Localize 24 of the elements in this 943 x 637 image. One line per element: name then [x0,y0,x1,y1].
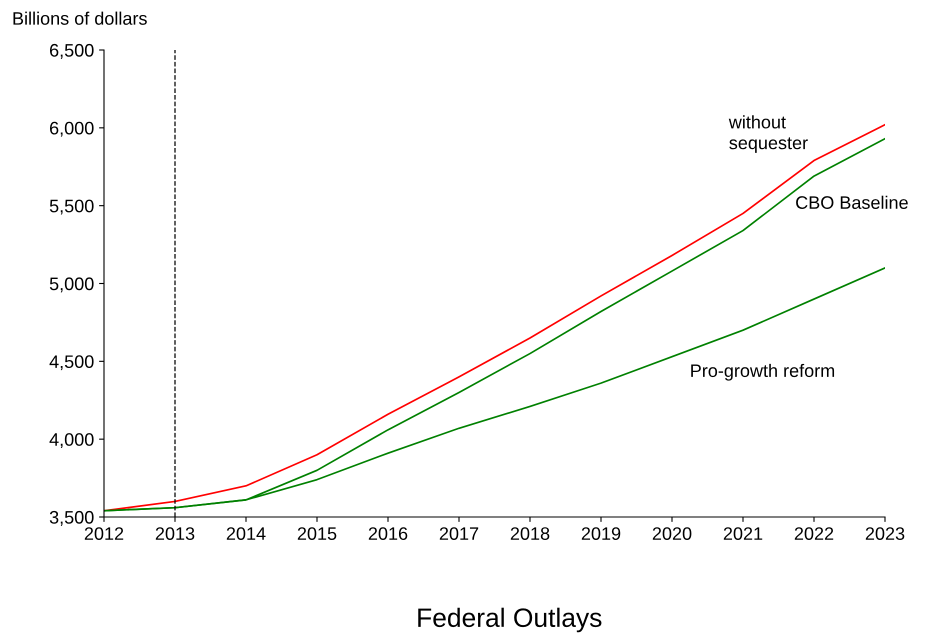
x-tick-label: 2019 [582,527,620,540]
x-tick-label: 2012 [84,527,124,540]
x-tick-label: 2014 [226,527,266,540]
y-tick-label: 6,500 [50,44,94,59]
y-tick-label: 4,500 [50,355,94,370]
x-tick-label: 2015 [298,527,336,540]
y-tick-label: 5,000 [50,277,94,292]
x-tick-label: 2022 [794,527,834,540]
y-tick-label: 6,000 [50,122,94,137]
x-tick-label: 2013 [156,527,194,540]
y-tick-label: 4,000 [50,433,94,448]
x-tick-label: 2021 [724,527,762,540]
x-tick-label: 2016 [368,527,408,540]
x-tick-label: 2023 [866,527,904,540]
x-tick-label: 2017 [440,527,478,540]
series-label: without sequester [728,115,808,153]
y-tick-label: 5,500 [50,200,94,215]
text: Federal Outlays [418,608,602,632]
series-label: Pro-growth reform [691,364,834,381]
x-tick-label: 2018 [510,527,550,540]
x-tick-label: 2020 [652,527,692,540]
series-label: CBO Baseline [796,196,908,209]
y-axis-title: Billions of dollars [13,12,147,25]
y-tick-label: 3,500 [50,510,94,526]
